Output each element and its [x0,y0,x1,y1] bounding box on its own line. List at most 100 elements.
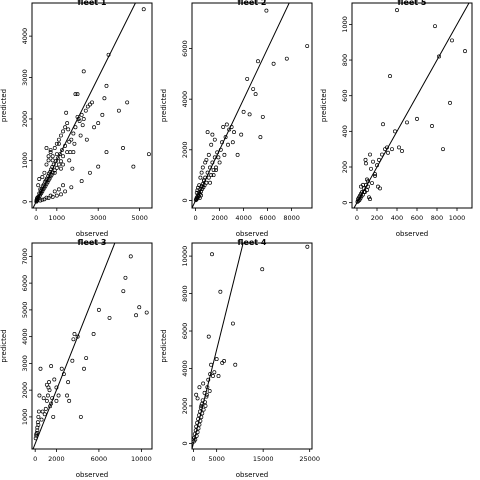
data-point [199,415,204,420]
y-tick-label: 4000 [181,91,189,108]
data-point [91,332,96,336]
data-point [47,176,52,181]
reference-line [32,243,116,449]
data-point [359,184,363,189]
data-point [121,145,125,150]
data-point [368,197,372,202]
data-point [415,116,419,121]
data-point [212,155,217,160]
data-point [220,140,224,145]
data-point [209,142,214,147]
data-point [203,400,207,405]
data-point [393,129,397,134]
data-point [373,172,377,177]
data-point [67,158,72,163]
data-point [366,184,370,189]
data-point [218,147,223,152]
y-axis-label: predicted [0,89,8,122]
data-point [215,150,220,155]
data-point [195,396,200,401]
data-point [194,424,199,429]
data-point [60,148,64,152]
y-tick-label: 8000 [181,285,189,302]
data-point [375,163,379,168]
data-point [38,187,43,192]
data-point [206,377,211,382]
data-point [75,334,80,339]
data-point [211,173,216,178]
y-tick-label: 200 [341,161,349,173]
data-point [203,403,208,408]
data-point [61,183,65,188]
data-point [388,74,392,79]
data-point [50,154,55,159]
data-point [258,135,263,140]
panel-3: 0 200 400 600 800 1000 0 200 400 600 800 1000 fleet … [320,0,473,238]
data-point [70,166,75,171]
data-point [204,394,209,399]
y-tick-label: 800 [341,54,349,66]
data-point [43,406,48,411]
x-axis-label: observed [396,230,428,238]
x-tick-label: 15000 [253,455,274,463]
panel-1: 0 1000 3000 5000 0 1000 2000 3000 4000 fleet 1 obs… [0,0,153,238]
data-point [44,382,49,387]
panel-5: 0 5000 15000 25000 0 2000 4000 6000 8000 10000 fle… [160,238,320,479]
data-point [107,315,112,320]
panel-frame [31,2,153,209]
data-point [51,414,56,419]
data-point [92,125,97,130]
data-point [42,170,47,175]
data-point [63,125,68,130]
y-tick-label: 400 [341,125,349,137]
data-point [206,334,211,339]
data-point [437,54,441,59]
data-point [79,179,84,184]
data-point [241,109,246,114]
data-point [69,185,74,190]
data-point [197,385,202,390]
data-point [192,435,197,440]
x-tick-label: 600 [411,214,423,222]
data-point [90,100,94,105]
data-point [305,244,310,249]
data-point [204,180,209,185]
data-point [102,96,107,101]
data-point [59,133,63,138]
panel-frame [31,242,153,450]
data-point [204,157,209,162]
data-point [78,133,83,138]
data-point [87,170,92,175]
y-tick-label: 2000 [21,111,29,128]
data-point [34,433,39,438]
data-point [49,401,54,406]
data-point [73,92,78,97]
y-axis-label: predicted [0,329,8,362]
x-tick-label: 2000 [48,455,65,463]
data-point [205,385,210,390]
data-point [81,69,86,74]
data-point [54,385,59,390]
data-point [433,24,437,29]
data-point [78,414,83,419]
data-point [83,108,88,113]
data-point [52,189,57,194]
data-point [47,388,52,393]
data-point [56,162,61,167]
data-point [75,92,80,97]
data-point [195,188,200,193]
data-point [54,165,59,170]
data-point [84,137,89,142]
data-point [45,393,50,398]
data-point [202,183,207,188]
data-point [87,102,92,107]
x-tick-label: 10000 [131,455,152,463]
data-point [385,145,389,150]
data-point [199,170,204,175]
data-point [72,332,77,336]
data-point [35,428,40,433]
data-point [38,366,43,371]
data-point [47,380,51,385]
y-tick-label: 0 [181,198,189,202]
data-point [210,132,215,137]
